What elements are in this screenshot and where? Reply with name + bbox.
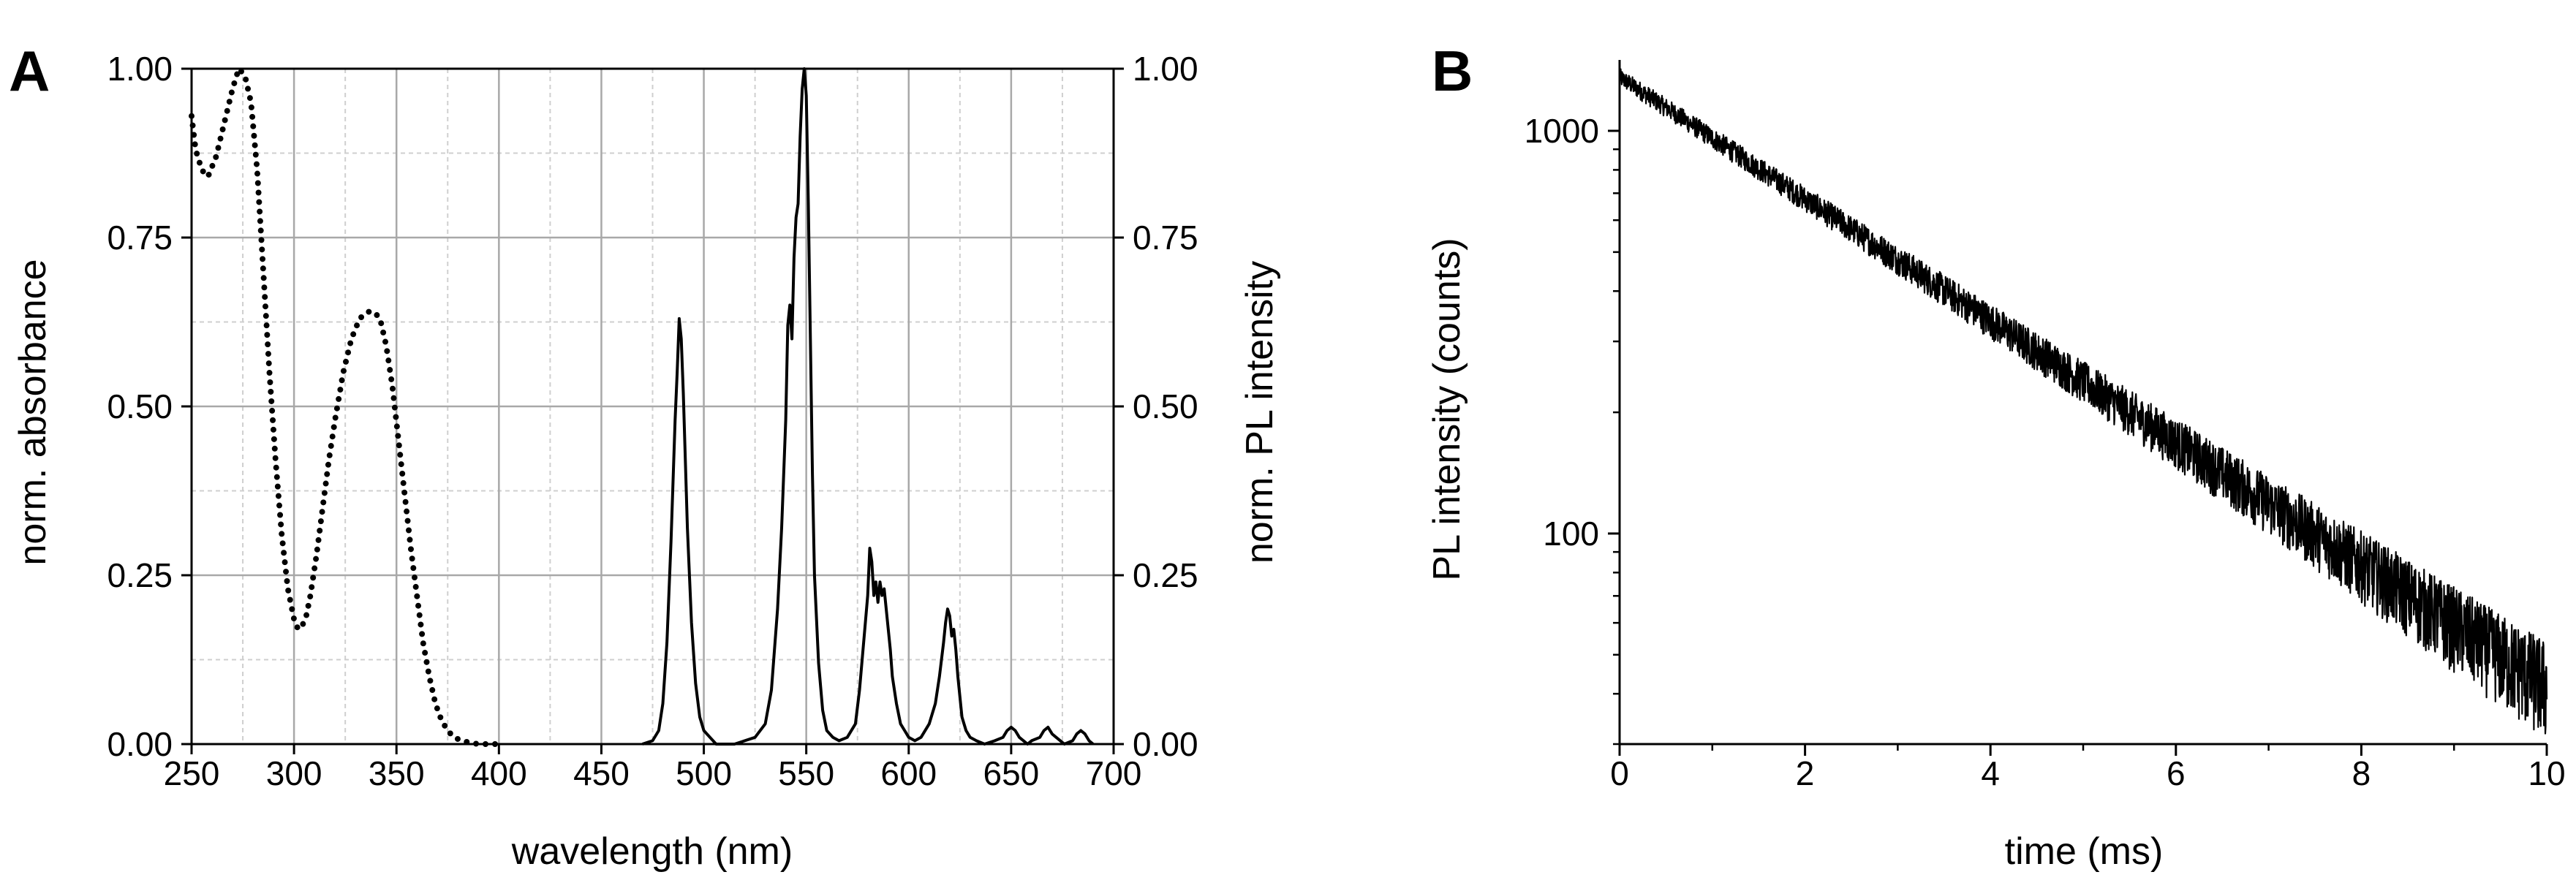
pl-decay-line xyxy=(1618,68,2548,735)
panel-b: B 0 2 4 6 8 10 100 1000 time (ms) PL intensity… xyxy=(1426,39,2566,873)
panel-b-x-tick-labels: 0 2 4 6 8 10 xyxy=(1610,754,2565,792)
panel-a-x-tick-label: 400 xyxy=(471,754,527,792)
absorbance-line xyxy=(189,66,502,747)
panel-b-x-tick-label: 8 xyxy=(2352,754,2371,792)
panel-a-y-tick-labels: 0.00 0.25 0.50 0.75 1.00 xyxy=(107,50,173,763)
panel-a-y-tick-label: 0.50 xyxy=(107,387,173,425)
panel-a-x-tick-label: 650 xyxy=(983,754,1040,792)
panel-b-x-tick-label: 4 xyxy=(1981,754,2000,792)
panel-a-x-tick-label: 550 xyxy=(778,754,834,792)
panel-b-series xyxy=(1618,68,2548,735)
panel-b-x-axis-label: time (ms) xyxy=(2005,830,2164,873)
panel-a: A 250 300 350 400 450 500 550 600 650 700 0.00 0.2… xyxy=(9,39,1281,873)
panel-a-x-axis-label: wavelength (nm) xyxy=(511,830,793,873)
panel-a-x-tick-label: 250 xyxy=(164,754,220,792)
panel-a-x-tick-label: 450 xyxy=(573,754,630,792)
panel-a-x-tick-label: 600 xyxy=(880,754,937,792)
panel-a-y-tick-label: 0.25 xyxy=(107,556,173,594)
panel-a-x-tick-label: 700 xyxy=(1086,754,1142,792)
panel-a-grid xyxy=(192,69,1114,744)
panel-a-y2-tick-label: 0.00 xyxy=(1133,725,1198,763)
panel-a-y2-tick-label: 0.50 xyxy=(1133,387,1198,425)
panel-a-y-axis-label: norm. absorbance xyxy=(12,259,54,565)
panel-b-y-tick-label: 100 xyxy=(1543,515,1599,553)
panel-a-x-tick-label: 300 xyxy=(266,754,322,792)
panel-b-y-tick-labels: 100 1000 xyxy=(1525,112,1599,553)
panel-a-y-tick-label: 0.00 xyxy=(107,725,173,763)
panel-b-letter: B xyxy=(1432,39,1473,103)
panel-b-y-axis-label: PL intensity (counts) xyxy=(1426,238,1468,580)
panel-a-y2-axis-label: norm. PL intensity xyxy=(1239,261,1281,564)
panel-b-axes xyxy=(1618,60,2547,746)
panel-b-x-tick-label: 2 xyxy=(1796,754,1815,792)
panel-a-y2-tick-label: 0.75 xyxy=(1133,219,1198,257)
panel-a-ticks xyxy=(181,67,1124,754)
panel-a-letter: A xyxy=(9,39,50,103)
panel-b-x-tick-label: 0 xyxy=(1610,754,1629,792)
panel-a-y-tick-label: 1.00 xyxy=(107,50,173,88)
panel-a-x-tick-label: 500 xyxy=(676,754,732,792)
panel-b-x-tick-label: 10 xyxy=(2528,754,2565,792)
panel-a-y-tick-label: 0.75 xyxy=(107,219,173,257)
panel-a-y2-tick-labels: 0.00 0.25 0.50 0.75 1.00 xyxy=(1133,50,1198,763)
panel-a-y2-tick-label: 0.25 xyxy=(1133,556,1198,594)
panel-a-y2-tick-label: 1.00 xyxy=(1133,50,1198,88)
panel-b-ticks xyxy=(1608,129,2548,756)
panel-a-x-tick-labels: 250 300 350 400 450 500 550 600 650 700 xyxy=(164,754,1142,792)
panel-b-y-tick-label: 1000 xyxy=(1525,112,1599,150)
panel-a-x-tick-label: 350 xyxy=(369,754,425,792)
panel-b-x-tick-label: 6 xyxy=(2167,754,2186,792)
